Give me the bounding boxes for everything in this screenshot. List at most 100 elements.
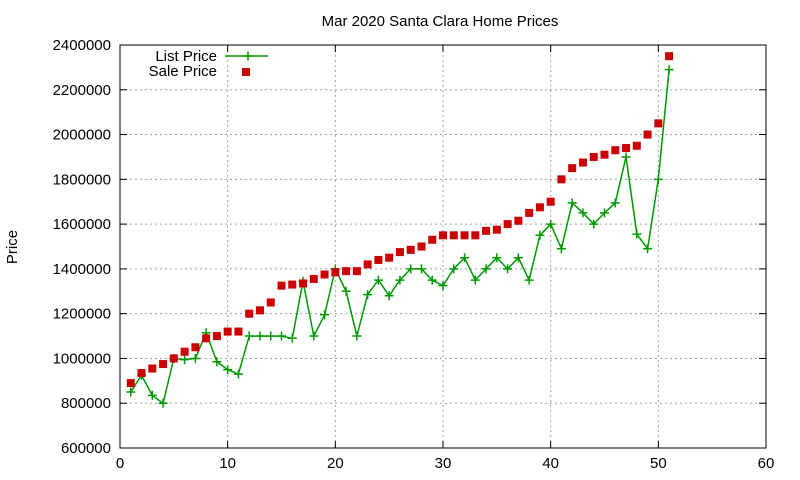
list-price-point	[610, 198, 620, 208]
sale-price-point	[406, 245, 415, 254]
list-price-point	[492, 253, 502, 263]
sale-price-point	[460, 231, 469, 240]
sale-price-point	[331, 268, 340, 277]
sale-price-point	[525, 208, 534, 217]
sale-price-point	[245, 309, 254, 318]
list-price-point	[578, 208, 588, 218]
y-tick-label: 600000	[61, 440, 111, 457]
list-price-point	[277, 331, 286, 341]
list-price-point	[535, 230, 545, 240]
sale-price-point	[622, 143, 631, 152]
list-price-series	[126, 65, 674, 408]
sale-price-point	[299, 279, 308, 288]
y-tick-label: 2200000	[53, 82, 111, 99]
legend-marker-sale-price	[242, 68, 250, 76]
sale-price-point	[503, 220, 512, 229]
list-price-point	[621, 152, 631, 162]
list-price-point	[503, 264, 513, 274]
list-price-point	[244, 331, 254, 341]
list-price-point	[158, 398, 168, 408]
list-price-point	[180, 355, 190, 365]
list-price-point	[556, 244, 566, 254]
sale-price-point	[342, 267, 351, 276]
list-price-point	[147, 390, 157, 400]
sale-price-point	[202, 334, 211, 343]
sale-price-point	[471, 231, 480, 240]
list-price-point	[352, 331, 362, 341]
list-price-point	[309, 331, 319, 341]
sale-price-point	[180, 347, 189, 356]
plot-frame	[119, 44, 767, 449]
list-price-point	[438, 281, 448, 291]
list-price-point	[470, 275, 480, 285]
grid	[120, 45, 766, 448]
list-price-point	[664, 65, 674, 75]
list-price-point	[255, 331, 265, 341]
sale-price-point	[223, 327, 232, 336]
legend-marker-list-price	[243, 51, 253, 61]
sale-price-point	[385, 253, 394, 262]
list-price-point	[546, 219, 556, 229]
sale-price-point	[363, 260, 372, 269]
sale-price-point	[568, 164, 577, 173]
sale-price-point	[320, 270, 329, 279]
sale-price-point	[482, 226, 491, 235]
sale-price-point	[611, 146, 620, 155]
sale-price-point	[589, 152, 598, 161]
list-price-point	[320, 310, 330, 320]
sale-price-point	[255, 306, 264, 315]
list-price-point	[632, 229, 642, 239]
sale-price-point	[288, 280, 297, 289]
sale-price-point	[191, 343, 200, 352]
sale-price-point	[449, 231, 458, 240]
list-price-line	[130, 69, 670, 405]
y-tick-label: 1400000	[53, 261, 111, 278]
sale-price-point	[643, 130, 652, 139]
y-tick-label: 1000000	[53, 350, 111, 367]
list-price-point	[589, 219, 599, 229]
sale-price-point	[535, 203, 544, 212]
list-price-point	[481, 264, 491, 274]
list-price-point	[212, 357, 222, 367]
y-tick-label: 2400000	[53, 37, 111, 54]
x-tick-label: 0	[116, 455, 124, 472]
y-tick-label: 800000	[61, 395, 111, 412]
list-price-point	[449, 264, 459, 274]
x-tick-label: 50	[650, 455, 667, 472]
list-price-point	[600, 208, 609, 218]
x-tick-label: 30	[435, 455, 452, 472]
x-tick-label: 20	[327, 455, 344, 472]
sale-price-point	[632, 141, 641, 150]
list-price-point	[416, 264, 426, 274]
sale-price-point	[395, 248, 404, 257]
legend-label-sale-price: Sale Price	[149, 63, 217, 80]
list-price-point	[266, 331, 276, 341]
sale-price-point	[417, 242, 426, 251]
sale-price-point	[600, 150, 609, 159]
chart-title: Mar 2020 Santa Clara Home Prices	[322, 13, 559, 30]
list-price-point	[513, 253, 523, 263]
legend: List Price Sale Price	[149, 48, 268, 80]
sale-price-point	[169, 354, 178, 363]
sale-price-point	[374, 255, 383, 264]
sale-price-point	[266, 298, 275, 307]
list-price-point	[643, 244, 653, 254]
y-tick-label: 1200000	[53, 306, 111, 323]
sale-price-point	[137, 368, 146, 377]
sale-price-point	[428, 235, 437, 244]
sale-price-point	[277, 281, 286, 290]
sale-price-point	[212, 332, 221, 341]
sale-price-point	[159, 360, 168, 369]
sale-price-point	[309, 274, 318, 283]
sale-price-point	[557, 175, 566, 184]
sale-price-point	[514, 216, 523, 225]
list-price-point	[233, 369, 243, 379]
sale-price-point	[126, 379, 135, 388]
list-price-point	[653, 174, 663, 184]
sale-price-point	[234, 327, 243, 336]
list-price-point	[287, 333, 297, 343]
list-price-point	[223, 365, 233, 375]
list-price-point	[427, 275, 437, 285]
list-price-point	[126, 387, 136, 397]
